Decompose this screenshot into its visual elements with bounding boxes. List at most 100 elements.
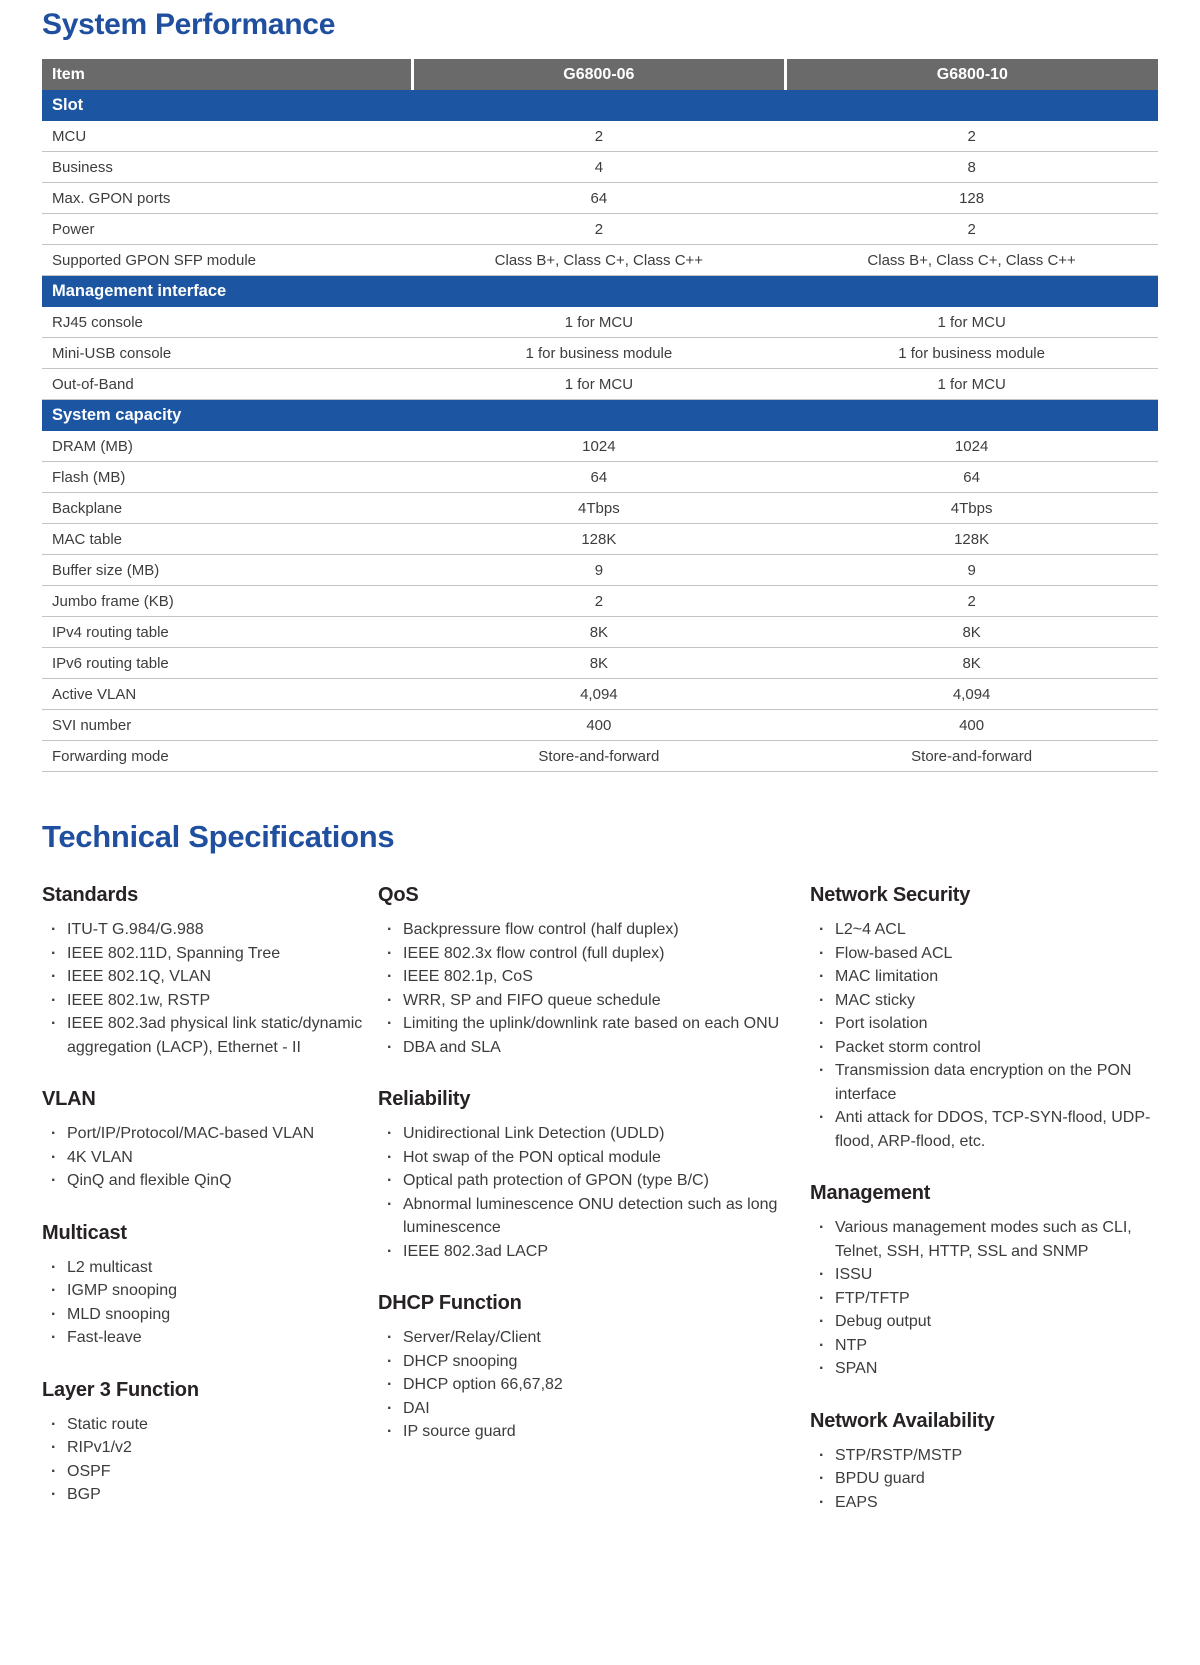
column-header-g6800-10: G6800-10	[785, 59, 1158, 90]
system-performance-table: Item G6800-06 G6800-10 Slot MCU 2 2 Busi…	[42, 59, 1158, 772]
spec-list-item: MAC sticky	[810, 989, 1158, 1013]
spec-section: VLAN Port/IP/Protocol/MAC-based VLAN 4K …	[42, 1088, 364, 1193]
table-row: Backplane 4Tbps 4Tbps	[42, 492, 1158, 524]
spec-list-item: Transmission data encryption on the PON …	[810, 1059, 1158, 1106]
spec-section-title: QoS	[378, 884, 419, 906]
spec-list-item: BPDU guard	[810, 1467, 1158, 1491]
row-value-g6800-10: Store-and-forward	[785, 740, 1158, 772]
row-value-g6800-10: 4Tbps	[785, 492, 1158, 524]
row-value-g6800-10: 400	[785, 709, 1158, 741]
row-value-g6800-10: 8	[785, 151, 1158, 183]
row-value-g6800-10: 2	[785, 213, 1158, 245]
table-row: DRAM (MB) 1024 1024	[42, 431, 1158, 462]
table-row: MAC table 128K 128K	[42, 523, 1158, 555]
row-value-g6800-06: 9	[412, 554, 786, 586]
spec-list-item: Debug output	[810, 1310, 1158, 1334]
row-value-g6800-06: 4	[412, 151, 786, 183]
row-value-g6800-06: 4Tbps	[412, 492, 786, 524]
specs-columns: Standards ITU-T G.984/G.988 IEEE 802.11D…	[42, 863, 1158, 1514]
row-value-g6800-06: 128K	[412, 523, 786, 555]
table-row: RJ45 console 1 for MCU 1 for MCU	[42, 307, 1158, 338]
spec-list: ITU-T G.984/G.988 IEEE 802.11D, Spanning…	[42, 918, 364, 1059]
spec-section-title: DHCP Function	[378, 1292, 522, 1314]
table-section-header-row: Slot	[42, 90, 1158, 121]
spec-list-item: MAC limitation	[810, 965, 1158, 989]
spec-list-item: IEEE 802.3ad physical link static/dynami…	[42, 1012, 364, 1059]
table-row: Flash (MB) 64 64	[42, 461, 1158, 493]
spec-list-item: IP source guard	[378, 1420, 796, 1444]
row-value-g6800-10: 1024	[785, 431, 1158, 462]
spec-section-title: Multicast	[42, 1221, 127, 1244]
spec-list-item: IEEE 802.1Q, VLAN	[42, 965, 364, 989]
row-item-label: Flash (MB)	[42, 461, 413, 493]
table-row: Active VLAN 4,094 4,094	[42, 678, 1158, 710]
column-header-item: Item	[42, 59, 414, 90]
spec-list-item: Optical path protection of GPON (type B/…	[378, 1169, 796, 1193]
spec-section: Layer 3 Function Static route RIPv1/v2 O…	[42, 1379, 364, 1507]
spec-section: QoS Backpressure flow control (half dupl…	[378, 884, 796, 1059]
table-row: Power 2 2	[42, 213, 1158, 245]
spec-list-item: Backpressure flow control (half duplex)	[378, 918, 796, 942]
spec-list: STP/RSTP/MSTP BPDU guard EAPS	[810, 1444, 1158, 1515]
spec-list-item: DHCP option 66,67,82	[378, 1373, 796, 1397]
row-item-label: MCU	[42, 121, 413, 152]
table-row: Business 4 8	[42, 151, 1158, 183]
spec-list-item: BGP	[42, 1483, 364, 1507]
spec-list: L2~4 ACL Flow-based ACL MAC limitation M…	[810, 918, 1158, 1153]
spec-list-item: L2 multicast	[42, 1256, 364, 1280]
row-item-label: Supported GPON SFP module	[42, 244, 413, 276]
spec-list-item: Static route	[42, 1413, 364, 1437]
row-item-label: Jumbo frame (KB)	[42, 585, 413, 617]
row-item-label: Buffer size (MB)	[42, 554, 413, 586]
spec-list-item: Packet storm control	[810, 1036, 1158, 1060]
technical-specifications-title: Technical Specifications	[42, 819, 395, 854]
row-value-g6800-10: 4,094	[785, 678, 1158, 710]
row-value-g6800-06: 64	[412, 461, 786, 493]
spec-list-item: L2~4 ACL	[810, 918, 1158, 942]
spec-list-item: OSPF	[42, 1460, 364, 1484]
spec-list-item: EAPS	[810, 1491, 1158, 1515]
spec-list-item: ISSU	[810, 1263, 1158, 1287]
row-item-label: Business	[42, 151, 413, 183]
spec-list-item: IGMP snooping	[42, 1279, 364, 1303]
spec-list-item: ITU-T G.984/G.988	[42, 918, 364, 942]
spec-list: Port/IP/Protocol/MAC-based VLAN 4K VLAN …	[42, 1122, 364, 1193]
spec-list-item: MLD snooping	[42, 1303, 364, 1327]
row-value-g6800-06: 64	[412, 182, 786, 214]
row-value-g6800-10: 128K	[785, 523, 1158, 555]
row-item-label: Power	[42, 213, 413, 245]
spec-section-title: Management	[810, 1182, 931, 1204]
spec-list-item: DBA and SLA	[378, 1036, 796, 1060]
spec-list-item: SPAN	[810, 1357, 1158, 1381]
spec-section-title: Network Security	[810, 884, 971, 906]
spec-section: Network Availability STP/RSTP/MSTP BPDU …	[810, 1410, 1158, 1515]
table-row: MCU 2 2	[42, 121, 1158, 152]
table-section-header-row: System capacity	[42, 399, 1158, 431]
row-value-g6800-10: 8K	[785, 616, 1158, 648]
row-value-g6800-06: 1 for MCU	[412, 368, 786, 400]
spec-list-item: Fast-leave	[42, 1326, 364, 1350]
table-row: Max. GPON ports 64 128	[42, 182, 1158, 214]
spec-section-title: Layer 3 Function	[42, 1378, 199, 1401]
table-row: Mini-USB console 1 for business module 1…	[42, 337, 1158, 369]
row-value-g6800-06: 8K	[412, 647, 786, 679]
row-value-g6800-06: 1024	[412, 431, 786, 462]
spec-list-item: DHCP snooping	[378, 1350, 796, 1374]
row-value-g6800-06: 8K	[412, 616, 786, 648]
row-value-g6800-10: 128	[785, 182, 1158, 214]
spec-list-item: IEEE 802.1p, CoS	[378, 965, 796, 989]
row-value-g6800-06: 1 for MCU	[412, 307, 786, 338]
spec-list-item: Various management modes such as CLI, Te…	[810, 1216, 1158, 1263]
spec-section-title: Network Availability	[810, 1409, 995, 1432]
spec-section: DHCP Function Server/Relay/Client DHCP s…	[378, 1292, 796, 1444]
spec-list: Various management modes such as CLI, Te…	[810, 1216, 1158, 1381]
spec-list: Static route RIPv1/v2 OSPF BGP	[42, 1413, 364, 1507]
spec-list-item: IEEE 802.1w, RSTP	[42, 989, 364, 1013]
row-value-g6800-06: 2	[412, 121, 786, 152]
row-value-g6800-06: Class B+, Class C+, Class C++	[412, 244, 786, 276]
row-item-label: SVI number	[42, 709, 413, 741]
row-value-g6800-06: 2	[412, 585, 786, 617]
row-value-g6800-06: 4,094	[412, 678, 786, 710]
table-row: Buffer size (MB) 9 9	[42, 554, 1158, 586]
